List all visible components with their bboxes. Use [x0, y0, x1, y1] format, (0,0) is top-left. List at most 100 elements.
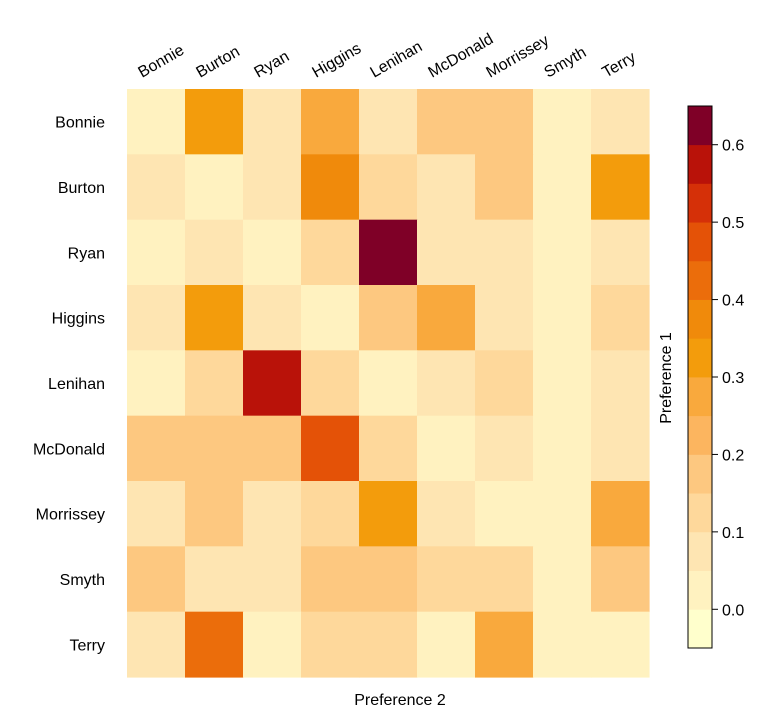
colorbar-tick-label: 0.4 [722, 293, 744, 310]
heatmap-cell [185, 285, 244, 351]
heatmap-cell [359, 219, 418, 286]
heatmap-cell [591, 350, 650, 417]
heatmap-cell [301, 481, 360, 547]
heatmap-cell [533, 481, 592, 547]
heatmap-cell [185, 89, 244, 155]
heatmap-cell [127, 481, 186, 547]
heatmap-cell [185, 546, 244, 613]
column-label: Bonnie [136, 42, 188, 82]
column-label: Smyth [542, 44, 590, 81]
colorbar-swatch [688, 570, 712, 610]
heatmap-cell [127, 285, 186, 351]
heatmap-cell [301, 219, 360, 286]
heatmap-cell [127, 89, 186, 155]
heatmap-cell [127, 546, 186, 613]
heatmap-cell [359, 285, 418, 351]
colorbar-swatch [688, 299, 712, 339]
column-label: Morrissey [484, 32, 553, 81]
heatmap-cell [417, 546, 476, 613]
heatmap-cell [475, 611, 534, 678]
colorbar-tick-label: 0.3 [722, 370, 744, 387]
heatmap-cell [185, 611, 244, 678]
heatmap-cell [475, 481, 534, 547]
colorbar-tick-label: 0.1 [722, 525, 744, 542]
heatmap-cell [243, 415, 302, 482]
x-axis-title: Preference 2 [354, 692, 446, 709]
row-label: Ryan [68, 245, 105, 262]
heatmap-cell [301, 350, 360, 417]
heatmap-cell [533, 611, 592, 678]
heatmap-cell [185, 415, 244, 482]
heatmap-cell [185, 481, 244, 547]
heatmap-cell [359, 481, 418, 547]
colorbar-swatch [688, 454, 712, 494]
heatmap-cell [359, 350, 418, 417]
heatmap-cell [475, 546, 534, 613]
heatmap-cell [533, 350, 592, 417]
heatmap-cell [359, 546, 418, 613]
colorbar-tick-label: 0.2 [722, 447, 744, 464]
heatmap-cell [533, 546, 592, 613]
colorbar-swatch [688, 106, 712, 146]
heatmap-cell [417, 219, 476, 286]
heatmap-cell [185, 350, 244, 417]
heatmap-cell [417, 481, 476, 547]
heatmap-cell [591, 546, 650, 613]
heatmap-cell [243, 154, 302, 221]
heatmap-cell [185, 154, 244, 221]
heatmap-cell [301, 89, 360, 155]
colorbar-tick-label: 0.5 [722, 215, 744, 232]
heatmap-cell [301, 285, 360, 351]
row-label: McDonald [33, 441, 105, 458]
heatmap-cell [243, 481, 302, 547]
colorbar-swatch [688, 377, 712, 417]
heatmap-cell [533, 285, 592, 351]
row-label: Higgins [52, 311, 105, 328]
heatmap-cell [127, 415, 186, 482]
heatmap-cell [243, 350, 302, 417]
colorbar-swatch [688, 183, 712, 223]
row-label: Morrissey [36, 507, 105, 524]
heatmap-cell [127, 154, 186, 221]
heatmap-cell [359, 415, 418, 482]
heatmap-cell [475, 285, 534, 351]
heatmap-cell [533, 415, 592, 482]
heatmap-cell [475, 219, 534, 286]
colorbar-swatch [688, 493, 712, 533]
row-label: Smyth [60, 572, 105, 589]
heatmap-cell [591, 219, 650, 286]
row-label: Bonnie [55, 115, 105, 132]
colorbar-swatch [688, 144, 712, 184]
heatmap-cell [301, 546, 360, 613]
column-label: Lenihan [368, 38, 426, 81]
heatmap-cell [127, 219, 186, 286]
heatmap-cell [475, 415, 534, 482]
heatmap-cell [475, 154, 534, 221]
column-label: McDonald [426, 31, 497, 82]
heatmap-cells [127, 89, 650, 678]
column-label: Higgins [310, 40, 365, 81]
heatmap-cell [359, 154, 418, 221]
heatmap-cell [417, 285, 476, 351]
heatmap-cell [417, 89, 476, 155]
row-label: Burton [58, 180, 105, 197]
heatmap-cell [591, 285, 650, 351]
heatmap-cell [301, 415, 360, 482]
column-label: Terry [600, 49, 639, 82]
colorbar-swatch [688, 260, 712, 300]
colorbar-swatch [688, 338, 712, 378]
row-labels: Bonnie Burton Ryan Higgins Lenihan McDonald Mo… [33, 115, 105, 655]
heatmap-cell [127, 350, 186, 417]
heatmap-cell [475, 89, 534, 155]
colorbar-swatch [688, 415, 712, 455]
colorbar-tick-label: 0.6 [722, 138, 744, 155]
heatmap-cell [417, 154, 476, 221]
heatmap-cell [417, 415, 476, 482]
heatmap-cell [243, 89, 302, 155]
heatmap-cell [475, 350, 534, 417]
heatmap-cell [359, 89, 418, 155]
heatmap-cell [533, 219, 592, 286]
row-label: Lenihan [48, 376, 105, 393]
column-label: Burton [194, 43, 243, 81]
heatmap-cell [533, 89, 592, 155]
